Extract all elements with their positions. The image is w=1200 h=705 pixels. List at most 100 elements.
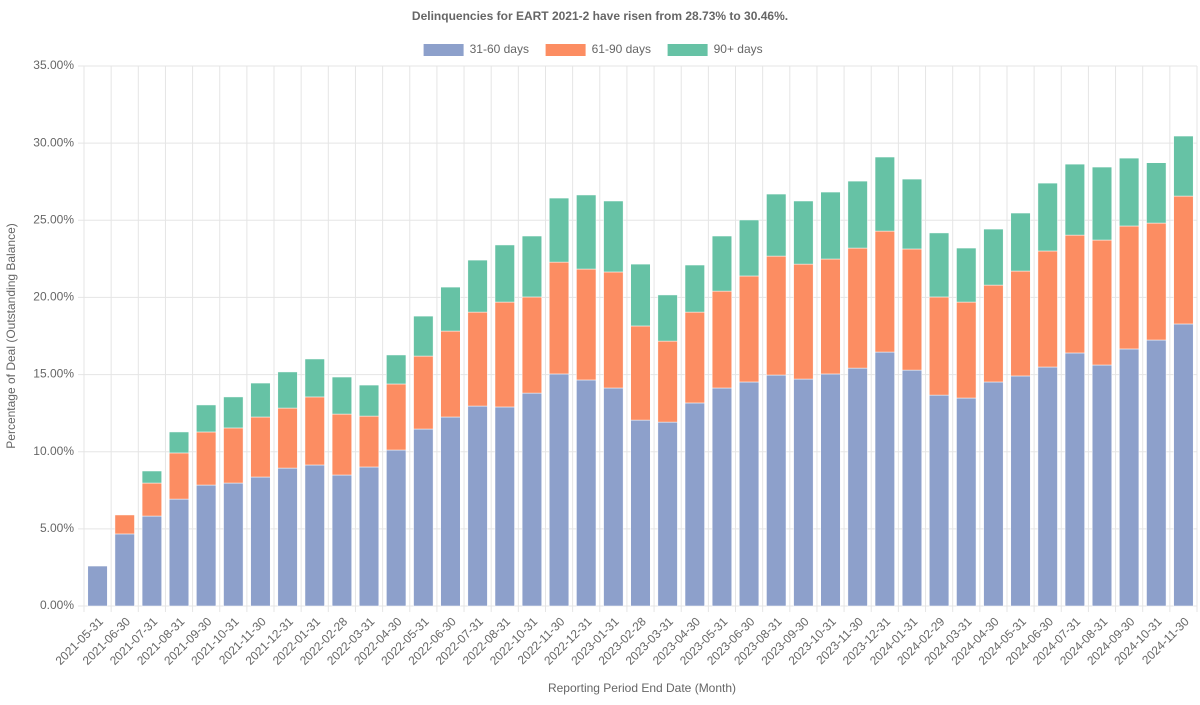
- bar-segment: [1119, 225, 1140, 350]
- bar-segment: [168, 498, 190, 607]
- bar-segment: [684, 264, 705, 313]
- bar-segment: [929, 232, 950, 298]
- bar-segment: [304, 396, 325, 466]
- bar-segment: [901, 248, 922, 371]
- bar-segment: [141, 515, 162, 607]
- bar-segment: [223, 427, 244, 484]
- bar-segment: [386, 354, 407, 385]
- y-tick-label: 20.00%: [33, 290, 74, 304]
- bar-segment: [739, 381, 760, 607]
- bar-segment: [1146, 339, 1167, 607]
- legend: 31-60 days 61-90 days 90+ days: [423, 42, 763, 56]
- bar-segment: [1091, 239, 1113, 366]
- bar-segment: [331, 376, 352, 415]
- bar-segment: [331, 474, 352, 607]
- bar-segment: [1091, 166, 1113, 241]
- bar-segment: [739, 219, 760, 277]
- bar-segment: [168, 431, 190, 454]
- bar-segment: [1064, 352, 1085, 607]
- bar-segment: [929, 394, 950, 607]
- y-tick-label: 10.00%: [33, 444, 74, 458]
- bar-segment: [413, 428, 434, 607]
- bar-segment: [467, 259, 488, 313]
- bar-segment: [440, 330, 461, 418]
- chart-title: Delinquencies for EART 2021-2 have risen…: [412, 9, 788, 23]
- bar-segment: [847, 367, 868, 607]
- bar-segment: [196, 484, 217, 607]
- bar-segment: [847, 247, 868, 369]
- bar-segment: [1010, 270, 1031, 377]
- bar-segment: [1010, 212, 1031, 272]
- bar-segment: [141, 482, 162, 517]
- bar-segment: [1064, 163, 1085, 236]
- bar-segment: [874, 351, 895, 607]
- bar-segment: [576, 268, 597, 381]
- x-axis-title: Reporting Period End Date (Month): [548, 681, 736, 695]
- bar-segment: [1173, 135, 1194, 197]
- bar-segment: [820, 373, 841, 607]
- bar-segment: [711, 290, 732, 389]
- bar-segment: [793, 200, 814, 265]
- bar-segment: [1091, 364, 1113, 607]
- bar-segment: [1146, 162, 1167, 224]
- bar-segment: [820, 191, 841, 260]
- bar-segment: [684, 402, 705, 607]
- bar-segment: [630, 419, 651, 607]
- bar-segment: [630, 325, 651, 421]
- bar-segment: [793, 263, 814, 380]
- bar-segment: [223, 396, 244, 429]
- y-tick-label: 25.00%: [33, 212, 74, 226]
- bar-segment: [576, 194, 597, 270]
- bar-segment: [820, 258, 841, 375]
- bar-segment: [440, 286, 461, 332]
- bar-segment: [277, 371, 298, 409]
- bar-segment: [87, 565, 108, 607]
- y-tick-label: 15.00%: [33, 367, 74, 381]
- bar-segment: [1064, 234, 1085, 354]
- bar-segment: [440, 416, 461, 607]
- bar-segment: [1037, 182, 1058, 252]
- bar-segment: [1173, 323, 1194, 607]
- bar-segment: [521, 392, 542, 607]
- bar-segment: [929, 296, 950, 396]
- bar-segment: [413, 355, 434, 430]
- bar-segment: [1010, 375, 1031, 607]
- bar-segment: [386, 383, 407, 451]
- bar-segment: [549, 373, 570, 607]
- bar-segment: [766, 255, 787, 376]
- bar-segment: [250, 416, 271, 478]
- bar-segment: [549, 261, 570, 375]
- bar-segment: [196, 404, 217, 433]
- bar-segment: [874, 156, 895, 232]
- bar-segment: [1037, 250, 1058, 368]
- y-tick-label: 0.00%: [40, 598, 74, 612]
- bar-segment: [766, 374, 787, 607]
- bar-segment: [739, 275, 760, 383]
- bar-segment: [711, 235, 732, 292]
- bar-segment: [141, 470, 162, 484]
- bar-segment: [983, 228, 1004, 286]
- bar-segment: [901, 369, 922, 607]
- bar-segment: [549, 197, 570, 263]
- bar-segment: [956, 301, 977, 399]
- legend-swatch: [545, 44, 586, 56]
- bar-segment: [277, 467, 298, 607]
- bar-segment: [1119, 157, 1140, 227]
- bar-segment: [901, 178, 922, 250]
- bar-segment: [386, 449, 407, 607]
- bar-segment: [1037, 366, 1058, 607]
- bar-segment: [657, 421, 678, 607]
- legend-swatch: [667, 44, 708, 56]
- bar-segment: [331, 413, 352, 476]
- bar-segment: [413, 315, 434, 357]
- bar-segment: [521, 296, 542, 394]
- bar-segment: [1119, 348, 1140, 607]
- bar-segment: [684, 311, 705, 404]
- bar-segment: [359, 384, 380, 417]
- bar-segment: [603, 200, 624, 273]
- bar-segment: [1146, 222, 1167, 341]
- y-tick-label: 30.00%: [33, 135, 74, 149]
- bar-segment: [874, 230, 895, 353]
- bar-segment: [630, 263, 651, 327]
- legend-label: 61-90 days: [592, 42, 651, 56]
